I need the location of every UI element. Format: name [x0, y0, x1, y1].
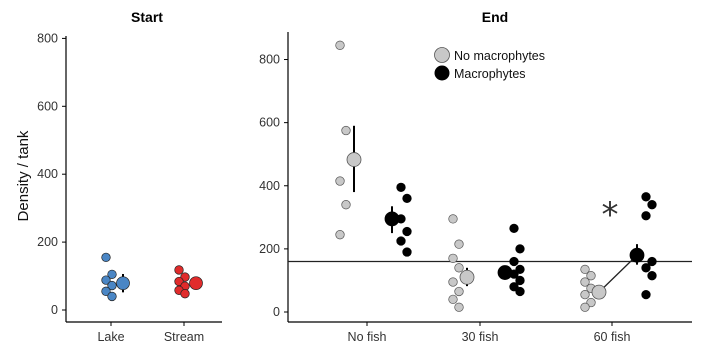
end-point-macrophytes-60-fish: [647, 200, 657, 210]
start-y-tick-label: 400: [37, 167, 58, 181]
end-point-no-macrophytes-30-fish: [448, 253, 458, 263]
end-point-no-macrophytes-30-fish: [448, 277, 458, 287]
end-y-tick-label: 600: [259, 116, 280, 130]
start-x-ticks: Lake Stream: [97, 322, 204, 344]
end-point-macrophytes-60-fish: [641, 192, 651, 202]
start-x-tick-label: Lake: [97, 330, 124, 344]
end-y-ticks: 0 200 400 600 800: [259, 53, 288, 319]
end-point-macrophytes-30-fish: [515, 275, 525, 286]
end-mean-no-macrophytes-30-fish: [459, 269, 475, 285]
end-point-macrophytes-60-fish: [641, 211, 651, 221]
end-y-tick-label: 800: [259, 53, 280, 67]
start-point-lake: [101, 275, 111, 285]
end-point-no-macrophytes-60-fish: [586, 271, 596, 281]
end-y-tick-label: 0: [273, 305, 280, 319]
end-points: [335, 40, 657, 312]
start-point-stream: [180, 289, 190, 299]
legend-label-macrophytes: Macrophytes: [454, 67, 526, 81]
end-point-no-macrophytes-no-fish: [335, 230, 345, 240]
end-point-macrophytes-no-fish: [402, 247, 412, 257]
end-x-tick-label: 60 fish: [594, 330, 631, 344]
end-point-macrophytes-30-fish: [509, 256, 519, 267]
start-y-tick-label: 800: [37, 31, 58, 45]
end-y-tick-label: 400: [259, 179, 280, 193]
end-point-no-macrophytes-no-fish: [335, 40, 345, 50]
end-y-tick-label: 200: [259, 242, 280, 256]
end-mean-macrophytes-60-fish: [629, 247, 645, 263]
end-point-no-macrophytes-30-fish: [448, 294, 458, 305]
start-point-lake: [101, 286, 111, 296]
end-point-macrophytes-no-fish: [396, 182, 406, 192]
end-point-no-macrophytes-30-fish: [454, 286, 464, 297]
mean-connector-60-fish: [598, 254, 638, 293]
end-point-no-macrophytes-30-fish: [454, 302, 464, 312]
end-point-no-macrophytes-60-fish: [580, 289, 590, 300]
start-y-tick-label: 600: [37, 99, 58, 113]
start-y-tick-label: 200: [37, 235, 58, 249]
end-point-macrophytes-30-fish: [509, 223, 519, 234]
end-point-macrophytes-no-fish: [396, 236, 406, 246]
start-point-lake: [107, 269, 117, 280]
end-x-tick-label: 30 fish: [462, 330, 499, 344]
end-point-no-macrophytes-no-fish: [335, 176, 345, 186]
end-point-macrophytes-60-fish: [647, 256, 657, 267]
start-panel: Start Density / tank 0 200 400 600 800 Lake S…: [15, 9, 222, 344]
start-point-lake: [107, 280, 117, 291]
end-point-no-macrophytes-30-fish: [454, 263, 464, 273]
end-mean-macrophytes-no-fish: [384, 211, 400, 227]
end-point-no-macrophytes-no-fish: [341, 200, 351, 210]
end-point-no-macrophytes-60-fish: [580, 277, 590, 287]
end-point-macrophytes-30-fish: [515, 244, 525, 254]
end-mean-no-macrophytes-no-fish: [346, 152, 362, 167]
end-x-tick-label: No fish: [348, 330, 387, 344]
start-mean-stream: [189, 276, 203, 291]
start-point-lake: [101, 252, 111, 263]
start-point-lake: [107, 291, 117, 302]
end-point-no-macrophytes-30-fish: [454, 239, 464, 249]
end-mean-no-macrophytes-60-fish: [591, 284, 607, 300]
start-panel-title: Start: [131, 9, 163, 25]
end-panel-title: End: [482, 9, 508, 25]
start-mean-lake: [116, 276, 130, 291]
end-x-ticks: No fish 30 fish 60 fish: [348, 322, 631, 344]
end-point-macrophytes-60-fish: [641, 263, 651, 273]
end-point-no-macrophytes-60-fish: [580, 264, 590, 275]
legend: No macrophytes Macrophytes: [434, 47, 545, 81]
end-point-macrophytes-60-fish: [641, 289, 651, 300]
start-y-tick-label: 0: [51, 303, 58, 317]
start-points: [101, 252, 203, 302]
start-y-ticks: 0 200 400 600 800: [37, 31, 66, 317]
legend-label-no-macrophytes: No macrophytes: [454, 49, 545, 63]
start-x-tick-label: Stream: [164, 330, 204, 344]
end-point-macrophytes-no-fish: [402, 193, 412, 204]
significance-asterisk: *: [602, 195, 619, 235]
end-point-no-macrophytes-30-fish: [448, 214, 458, 224]
end-point-no-macrophytes-no-fish: [341, 125, 351, 136]
end-point-macrophytes-30-fish: [515, 286, 525, 297]
legend-swatch-macrophytes: [434, 65, 450, 81]
y-axis-title: Density / tank: [15, 130, 32, 221]
end-point-no-macrophytes-60-fish: [580, 302, 590, 312]
end-mean-macrophytes-30-fish: [497, 265, 513, 280]
end-point-macrophytes-60-fish: [647, 271, 657, 281]
end-point-macrophytes-no-fish: [402, 226, 412, 237]
start-point-stream: [174, 265, 184, 275]
legend-swatch-no-macrophytes: [434, 47, 450, 63]
